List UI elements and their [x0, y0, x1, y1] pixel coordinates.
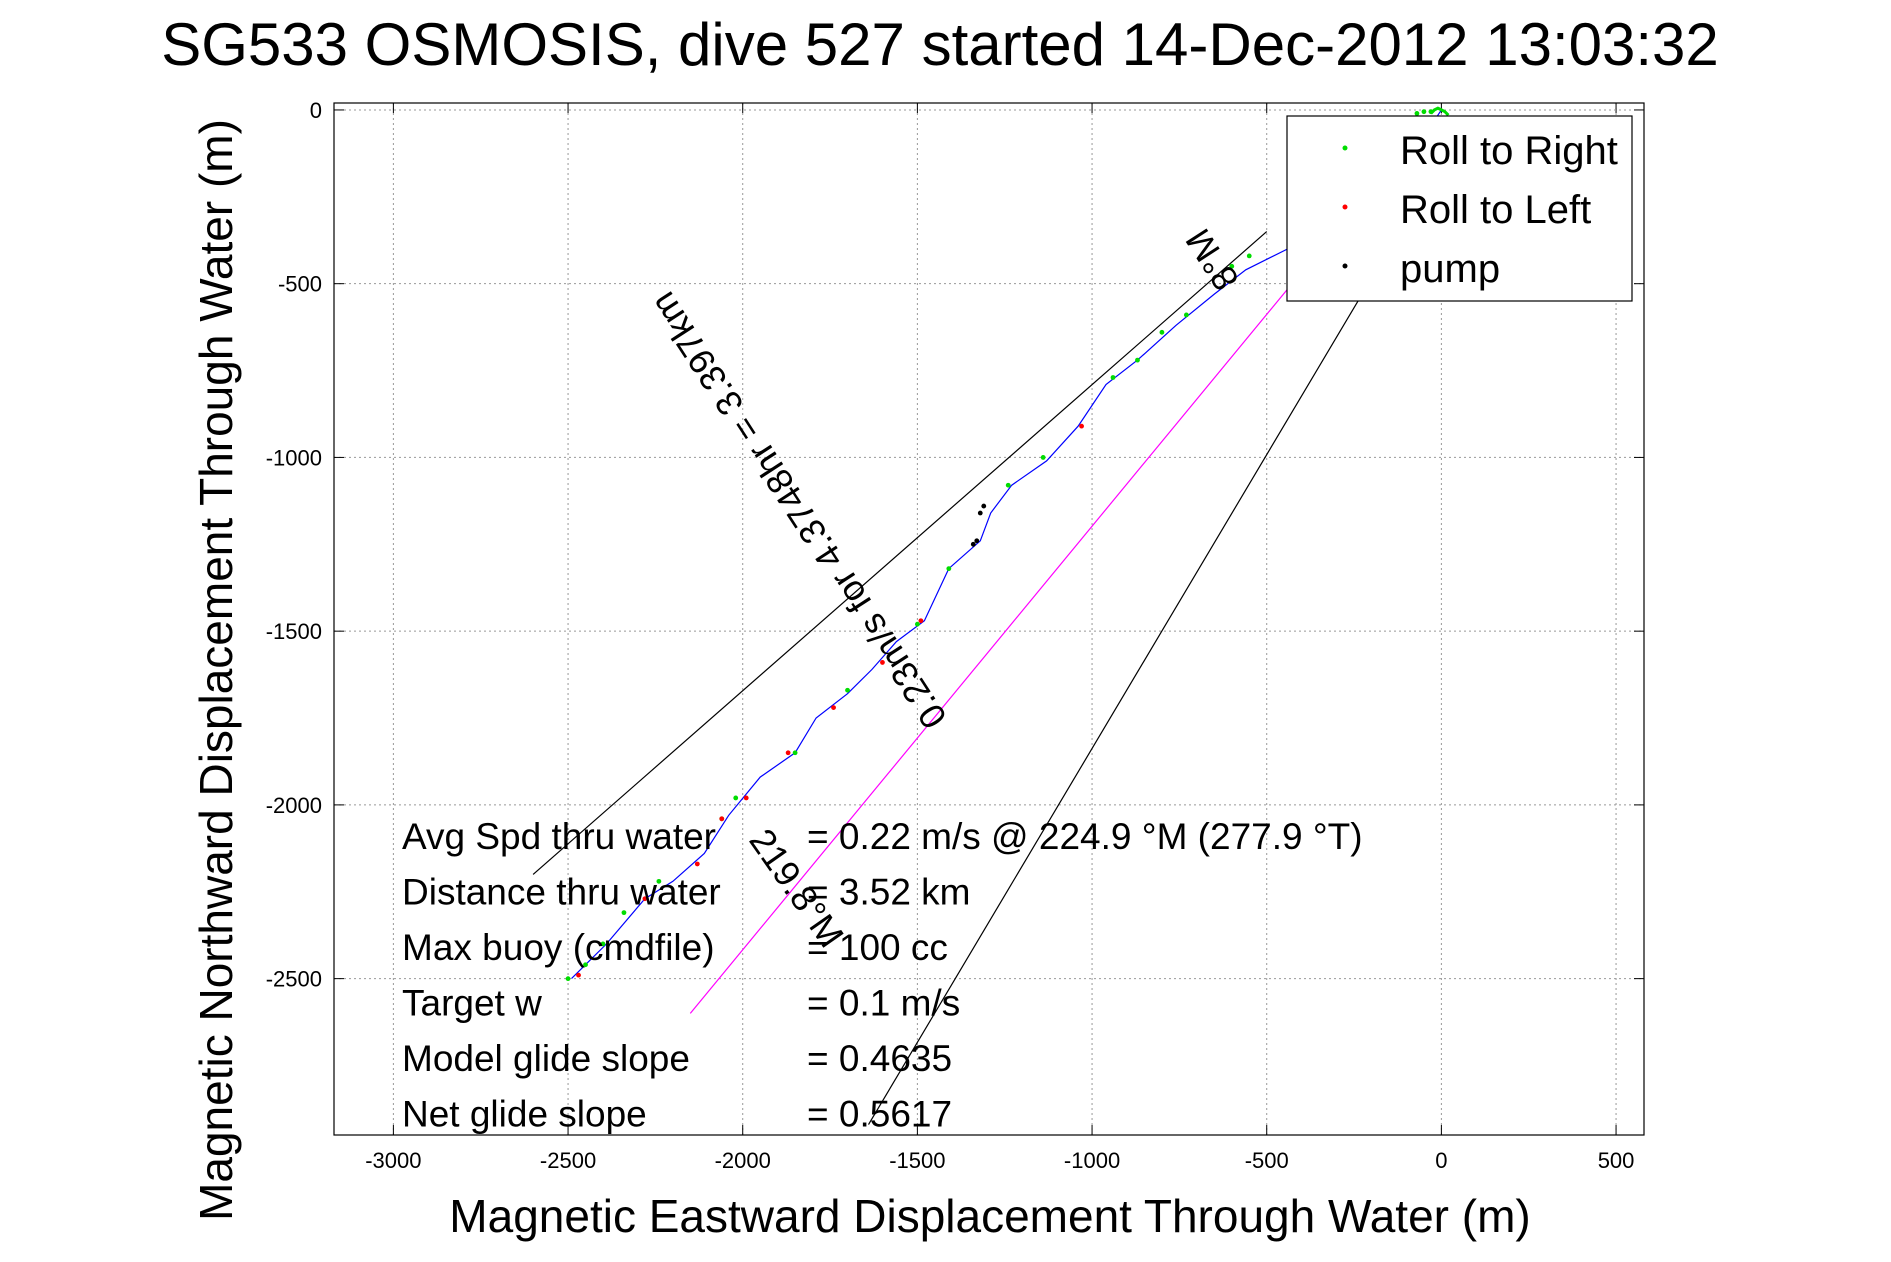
roll-right-point	[1421, 109, 1427, 115]
roll-left-point	[918, 618, 924, 624]
x-tick-label: 0	[1435, 1148, 1447, 1173]
y-tick-label: -500	[278, 272, 322, 297]
stats-label: Net glide slope	[402, 1094, 647, 1135]
legend-entry-label: Roll to Right	[1400, 129, 1618, 173]
x-tick-label: -3000	[365, 1148, 421, 1173]
stats-value: = 0.1 m/s	[807, 983, 960, 1024]
roll-right-point	[1414, 111, 1420, 116]
roll-left-point	[880, 660, 885, 665]
roll-right-point	[1246, 253, 1252, 259]
stats-label: Avg Spd thru water	[402, 816, 716, 857]
roll-right-point	[1183, 312, 1189, 318]
roll-right-point	[565, 976, 571, 982]
stats-value: = 0.4635	[807, 1038, 952, 1079]
course-line-1	[532, 231, 1268, 875]
stats-label: Max buoy (cmdfile)	[402, 927, 715, 968]
pump-point	[974, 538, 980, 544]
roll-left-point	[785, 750, 791, 756]
roll-right-point	[1428, 109, 1434, 115]
grid	[334, 103, 1644, 1135]
roll-right-point	[1159, 329, 1165, 335]
y-tick-label: 0	[310, 98, 322, 123]
roll-right-point	[583, 962, 588, 968]
x-tick-label: -500	[1245, 1148, 1289, 1173]
pump-point	[981, 503, 987, 509]
stats-value: = 0.22 m/s @ 224.9 °M (277.9 °T)	[807, 816, 1363, 857]
course-line-2	[867, 248, 1390, 1125]
legend-marker	[1342, 204, 1348, 210]
legend-entry-label: pump	[1400, 247, 1500, 291]
chart-title: SG533 OSMOSIS, dive 527 started 14-Dec-2…	[161, 11, 1719, 78]
stats-value: = 100 cc	[807, 927, 948, 968]
stats-label: Model glide slope	[402, 1038, 690, 1079]
roll-left-point	[576, 972, 581, 978]
stats-label: Distance thru water	[402, 872, 721, 913]
y-axis-label: Magnetic Northward Displacement Through …	[190, 119, 242, 1221]
surface-arc	[1429, 106, 1450, 117]
y-tick-label: -1000	[266, 445, 322, 470]
stats-block: Avg Spd thru water = 0.22 m/s @ 224.9 °M …	[402, 816, 1363, 1135]
legend-marker	[1342, 263, 1348, 269]
roll-left-point	[694, 861, 700, 867]
stats-value: = 3.52 km	[807, 872, 971, 913]
x-tick-label: -1000	[1064, 1148, 1120, 1173]
x-tick-label: -2000	[715, 1148, 771, 1173]
legend-marker	[1342, 145, 1348, 151]
x-axis-label: Magnetic Eastward Displacement Through W…	[449, 1190, 1530, 1242]
roll-right-point	[1229, 263, 1235, 269]
roll-right-point	[1135, 357, 1140, 363]
pump-point	[977, 510, 983, 516]
roll-right-point	[792, 750, 798, 756]
roll-left-point	[831, 705, 836, 711]
legend: Roll to Right Roll to Left pump	[1286, 115, 1633, 302]
y-tick-label: -2000	[266, 793, 322, 818]
x-tick-label: 500	[1598, 1148, 1635, 1173]
roll-left-point	[719, 816, 725, 822]
roll-right-point	[845, 687, 850, 693]
roll-right-point	[733, 795, 739, 801]
y-tick-label: -1500	[266, 619, 322, 644]
roll-left-point	[642, 896, 648, 902]
y-tick-labels: 0 -500 -1000 -1500 -2000 -2500	[266, 98, 322, 992]
y-tick-label: -2500	[266, 967, 322, 992]
roll-right-point	[946, 566, 952, 572]
axes-frame	[333, 102, 1645, 1136]
roll-right-point	[914, 621, 920, 627]
x-tick-labels: -3000 -2500 -2000 -1500 -1000 -500 0 500	[365, 1148, 1634, 1173]
x-tick-label: -1500	[889, 1148, 945, 1173]
x-tick-label: -2500	[540, 1148, 596, 1173]
roll-right-point	[656, 878, 662, 884]
legend-entry-label: Roll to Left	[1400, 188, 1591, 232]
roll-right-point	[600, 941, 606, 947]
roll-right-point	[1005, 482, 1011, 488]
pump-point	[970, 541, 976, 547]
stats-value: = 0.5617	[807, 1094, 952, 1135]
roll-left-point	[743, 795, 749, 801]
roll-right-point	[1110, 375, 1116, 380]
roll-right-point	[1040, 455, 1046, 460]
roll-left-point	[1079, 423, 1084, 429]
stats-label: Target w	[402, 983, 542, 1024]
roll-right-point	[621, 910, 627, 916]
